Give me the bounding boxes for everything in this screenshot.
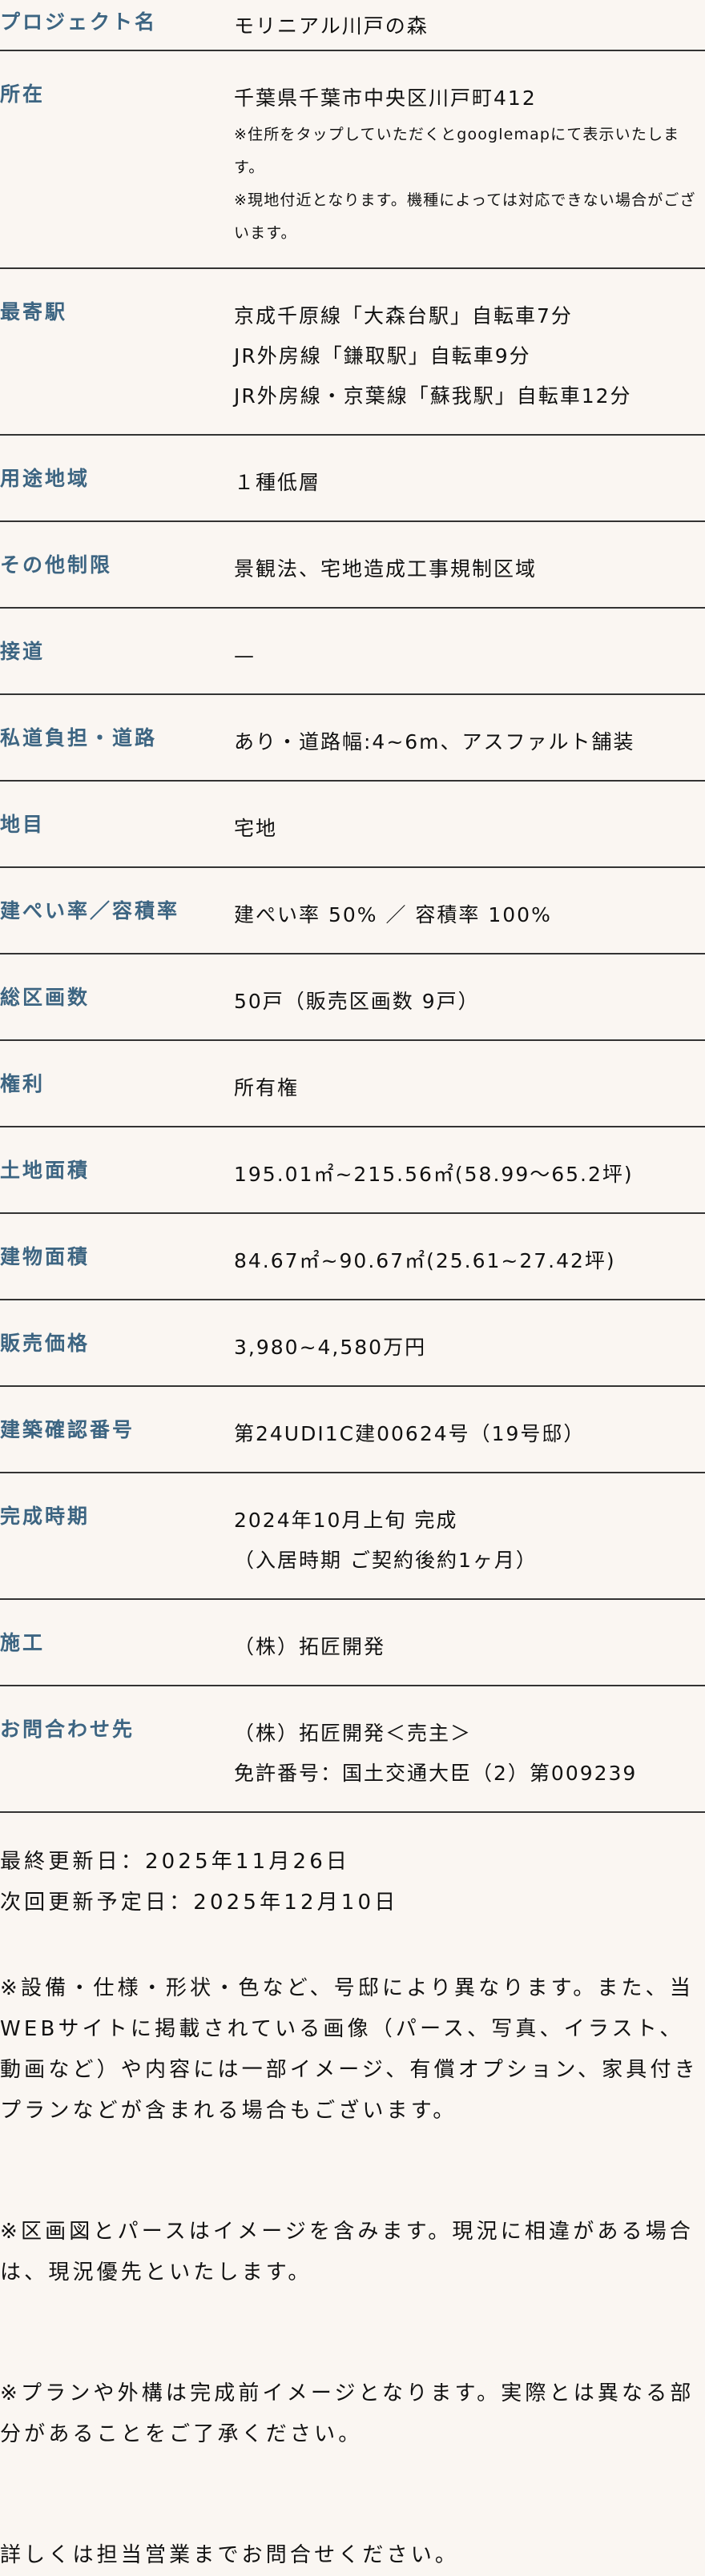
spec-value-line: 京成千原線「大森台駅」自転車7分 (234, 304, 573, 328)
spec-value: あり・道路幅:4~6m、アスファルト舗装 (234, 719, 705, 762)
spec-value: 宅地 (234, 806, 705, 849)
last-updated: 最終更新日：2025年11月26日 (0, 1850, 351, 1874)
spec-row: 接道 — (0, 609, 705, 695)
update-dates: 最終更新日：2025年11月26日 次回更新予定日：2025年12月10日 (0, 1842, 705, 1923)
spec-value-line: あり・道路幅:4~6m、アスファルト舗装 (234, 730, 635, 754)
spec-label: 私道負担・道路 (0, 726, 158, 749)
spec-value: 景観法、宅地造成工事規制区域 (234, 546, 705, 589)
spec-row: 私道負担・道路 あり・道路幅:4~6m、アスファルト舗装 (0, 695, 705, 782)
spec-row: その他制限 景観法、宅地造成工事規制区域 (0, 522, 705, 609)
spec-value: （株）拓匠開発＜売主＞ 免許番号：国土交通大臣（2）第009239 (234, 1710, 705, 1794)
contact-sales-note: 詳しくは担当営業までお問合せください。 (0, 2543, 460, 2567)
spec-row: 総区画数 50戸（販売区画数 9戸） (0, 954, 705, 1041)
spec-value-line: 84.67㎡~90.67㎡(25.61~27.42坪) (234, 1249, 616, 1272)
spec-value: 第24UDI1C建00624号（19号邸） (234, 1411, 705, 1454)
spec-value: 所有権 (234, 1065, 705, 1108)
spec-row: 所在 千葉県千葉市中央区川戸町412 ※住所をタップしていただくとgooglemap… (0, 51, 705, 269)
spec-row: 販売価格 3,980~4,580万円 (0, 1300, 705, 1387)
spec-value-line: 建ぺい率 50% ／ 容積率 100% (234, 903, 552, 926)
spec-row: 土地面積 195.01㎡~215.56㎡(58.99～65.2坪) (0, 1127, 705, 1214)
spec-value-line: JR外房線・京葉線「蘇我駅」自転車12分 (234, 384, 632, 408)
spec-value: 2024年10月上旬 完成 （入居時期 ご契約後約1ヶ月） (234, 1497, 705, 1581)
spec-label: 所在 (0, 82, 46, 106)
spec-value: １種低層 (234, 460, 705, 503)
spec-row: 地目 宅地 (0, 782, 705, 868)
spec-row: 用途地域 １種低層 (0, 436, 705, 522)
spec-value-line: （株）拓匠開発＜売主＞ (234, 1722, 473, 1745)
spec-row: 建物面積 84.67㎡~90.67㎡(25.61~27.42坪) (0, 1214, 705, 1300)
spec-value: 千葉県千葉市中央区川戸町412 ※住所をタップしていただくとgooglemapにて… (234, 75, 705, 250)
disclaimer-equipment: ※設備・仕様・形状・色など、号邸により異なります。また、当WEBサイトに掲載され… (0, 1976, 699, 2123)
spec-label: 用途地域 (0, 467, 91, 490)
spec-label: お問合わせ先 (0, 1718, 135, 1741)
spec-value-line: 所有権 (234, 1076, 300, 1099)
spec-value-line: （入居時期 ご契約後約1ヶ月） (234, 1549, 538, 1572)
spec-row: 最寄駅 京成千原線「大森台駅」自転車7分 JR外房線「鎌取駅」自転車9分 JR外房線・… (0, 269, 705, 436)
spec-label: 権利 (0, 1072, 46, 1095)
spec-label: プロジェクト名 (0, 10, 158, 34)
spec-label: 最寄駅 (0, 300, 68, 324)
spec-value-line: （株）拓匠開発 (234, 1635, 386, 1658)
spec-row: 完成時期 2024年10月上旬 完成 （入居時期 ご契約後約1ヶ月） (0, 1473, 705, 1600)
spec-value-line: 50戸（販売区画数 9戸） (234, 990, 480, 1013)
spec-value-line: モリニアル川戸の森 (234, 14, 429, 38)
address-link[interactable]: 千葉県千葉市中央区川戸町412 (234, 86, 537, 110)
spec-value-line: 3,980~4,580万円 (234, 1336, 427, 1359)
spec-value: — (234, 633, 705, 676)
spec-label: 土地面積 (0, 1159, 91, 1182)
spec-value: 195.01㎡~215.56㎡(58.99～65.2坪) (234, 1151, 705, 1195)
spec-label: 販売価格 (0, 1332, 91, 1355)
spec-value: 京成千原線「大森台駅」自転車7分 JR外房線「鎌取駅」自転車9分 JR外房線・京葉線… (234, 293, 705, 416)
property-spec-table: プロジェクト名 モリニアル川戸の森所在 千葉県千葉市中央区川戸町412 ※住所をタップ… (0, 0, 705, 1813)
spec-value-line: １種低層 (234, 471, 321, 494)
spec-row: お問合わせ先 （株）拓匠開発＜売主＞ 免許番号：国土交通大臣（2）第009239 (0, 1686, 705, 1813)
spec-label: 完成時期 (0, 1505, 91, 1528)
next-update: 次回更新予定日：2025年12月10日 (0, 1891, 399, 1915)
spec-value: 84.67㎡~90.67㎡(25.61~27.42坪) (234, 1238, 705, 1281)
spec-value-line: 景観法、宅地造成工事規制区域 (234, 557, 538, 581)
footer-notes: 最終更新日：2025年11月26日 次回更新予定日：2025年12月10日 ※設… (0, 1813, 705, 2576)
spec-label: 地目 (0, 813, 46, 836)
spec-value-line: 第24UDI1C建00624号（19号邸） (234, 1422, 586, 1445)
spec-value-line: 195.01㎡~215.56㎡(58.99～65.2坪) (234, 1163, 634, 1186)
disclaimer-plot-map: ※区画図とパースはイメージを含みます。現況に相違がある場合は、現況優先といたしま… (0, 2220, 695, 2285)
spec-label: 接道 (0, 640, 46, 663)
spec-note: ※現地付近となります。機種によっては対応できない場合がございます。 (234, 191, 696, 242)
disclaimer-plan: ※プランや外構は完成前イメージとなります。実際とは異なる部分があることをご了承く… (0, 2381, 695, 2446)
spec-row: 建ぺい率／容積率 建ぺい率 50% ／ 容積率 100% (0, 868, 705, 954)
spec-value-line: JR外房線「鎌取駅」自転車9分 (234, 344, 531, 368)
spec-row: 施工 （株）拓匠開発 (0, 1600, 705, 1686)
spec-label: 建物面積 (0, 1245, 91, 1268)
spec-label: その他制限 (0, 553, 113, 577)
spec-value: （株）拓匠開発 (234, 1624, 705, 1667)
spec-row: 建築確認番号 第24UDI1C建00624号（19号邸） (0, 1387, 705, 1473)
spec-label: 施工 (0, 1631, 46, 1654)
spec-label: 建ぺい率／容積率 (0, 899, 180, 922)
spec-label: 総区画数 (0, 986, 91, 1009)
spec-value: 50戸（販売区画数 9戸） (234, 979, 705, 1022)
spec-row: 権利 所有権 (0, 1041, 705, 1127)
spec-note: ※住所をタップしていただくとgooglemapにて表示いたします。 (234, 126, 680, 176)
spec-value-line: 2024年10月上旬 完成 (234, 1509, 458, 1532)
spec-value: モリニアル川戸の森 (234, 3, 705, 38)
spec-value-line: 宅地 (234, 817, 278, 840)
spec-row: プロジェクト名 モリニアル川戸の森 (0, 0, 705, 51)
spec-value-line: — (234, 644, 256, 667)
spec-value: 建ぺい率 50% ／ 容積率 100% (234, 892, 705, 935)
spec-value-line: 免許番号：国土交通大臣（2）第009239 (234, 1762, 638, 1785)
spec-value: 3,980~4,580万円 (234, 1324, 705, 1368)
spec-label: 建築確認番号 (0, 1418, 135, 1441)
